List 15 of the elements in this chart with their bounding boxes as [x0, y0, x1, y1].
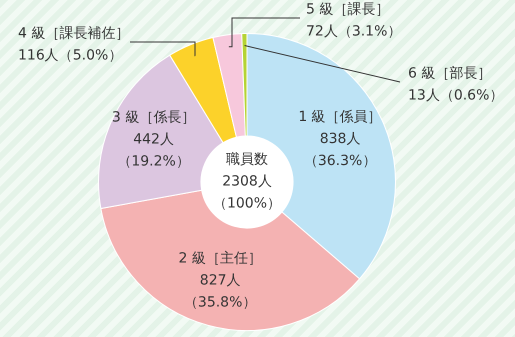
data-label: 13人（0.6%）	[408, 88, 504, 104]
data-label: 827人（35.8%）	[184, 272, 256, 310]
text: 2308人	[222, 174, 272, 190]
slice-label: 3 級［係長］	[112, 110, 196, 126]
data-label: 116人（5.0%）	[18, 48, 122, 64]
slice-label: 4 級［課長補佐］	[18, 26, 130, 42]
slice-label: 1 級［係員］	[298, 108, 382, 125]
slice-label: 6 級［部長］	[408, 66, 492, 82]
text: 職員数	[226, 152, 268, 168]
data-label: 442人（19.2%）	[117, 132, 190, 170]
slice-label: 2 級［主任］	[178, 250, 262, 266]
slice-label: 5 級［課長］	[306, 2, 390, 18]
text: （100%）	[212, 196, 282, 212]
data-label: 838人（36.3%）	[304, 130, 376, 169]
data-label: 72人（3.1%）	[306, 24, 402, 40]
